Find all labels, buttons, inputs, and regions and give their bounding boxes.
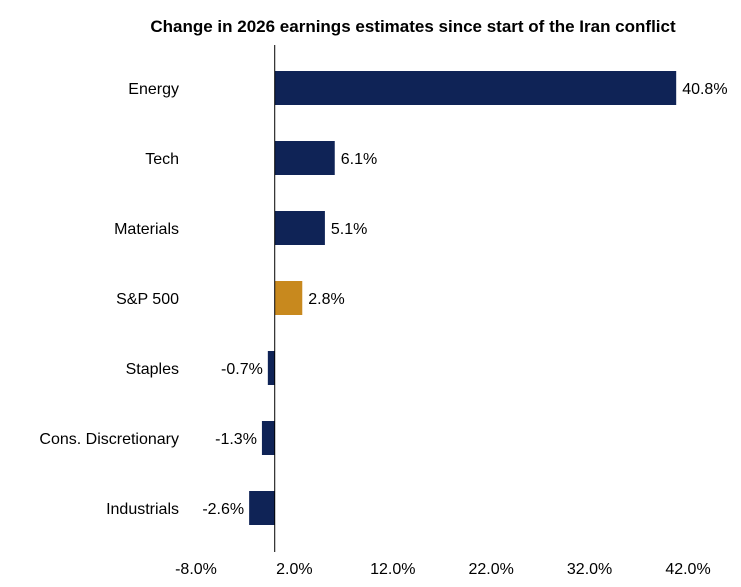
plot-area: Energy 40.8% Tech 6.1% Materials 5.1% S&P 500 2… [39, 45, 728, 578]
x-tick-label: 2.0% [276, 561, 312, 578]
data-label-materials: 5.1% [331, 221, 367, 238]
data-label-energy: 40.8% [682, 81, 727, 98]
data-label-cons-discretionary: -1.3% [215, 431, 257, 448]
category-label-sandp-500: S&P 500 [116, 291, 179, 308]
bar-tech [274, 141, 335, 175]
bar-staples [267, 351, 275, 385]
category-label-staples: Staples [126, 361, 179, 378]
x-tick-label: 32.0% [567, 561, 612, 578]
x-tick-label: -8.0% [175, 561, 217, 578]
chart-title: Change in 2026 earnings estimates since … [150, 17, 676, 36]
category-label-materials: Materials [114, 221, 179, 238]
x-tick-label: 12.0% [370, 561, 415, 578]
data-label-staples: -0.7% [221, 361, 263, 378]
data-label-sandp-500: 2.8% [308, 291, 344, 308]
category-label-energy: Energy [128, 81, 179, 98]
category-label-industrials: Industrials [106, 501, 179, 518]
bar-energy [274, 71, 677, 105]
category-label-cons-discretionary: Cons. Discretionary [39, 431, 179, 448]
bar-materials [274, 211, 325, 245]
bar-sandp-500 [274, 281, 303, 315]
bar-industrials [249, 491, 275, 525]
bar-cons-discretionary [261, 421, 275, 455]
data-label-tech: 6.1% [341, 151, 377, 168]
category-label-tech: Tech [145, 151, 179, 168]
x-tick-label: 42.0% [665, 561, 710, 578]
x-tick-label: 22.0% [469, 561, 514, 578]
data-label-industrials: -2.6% [202, 501, 244, 518]
